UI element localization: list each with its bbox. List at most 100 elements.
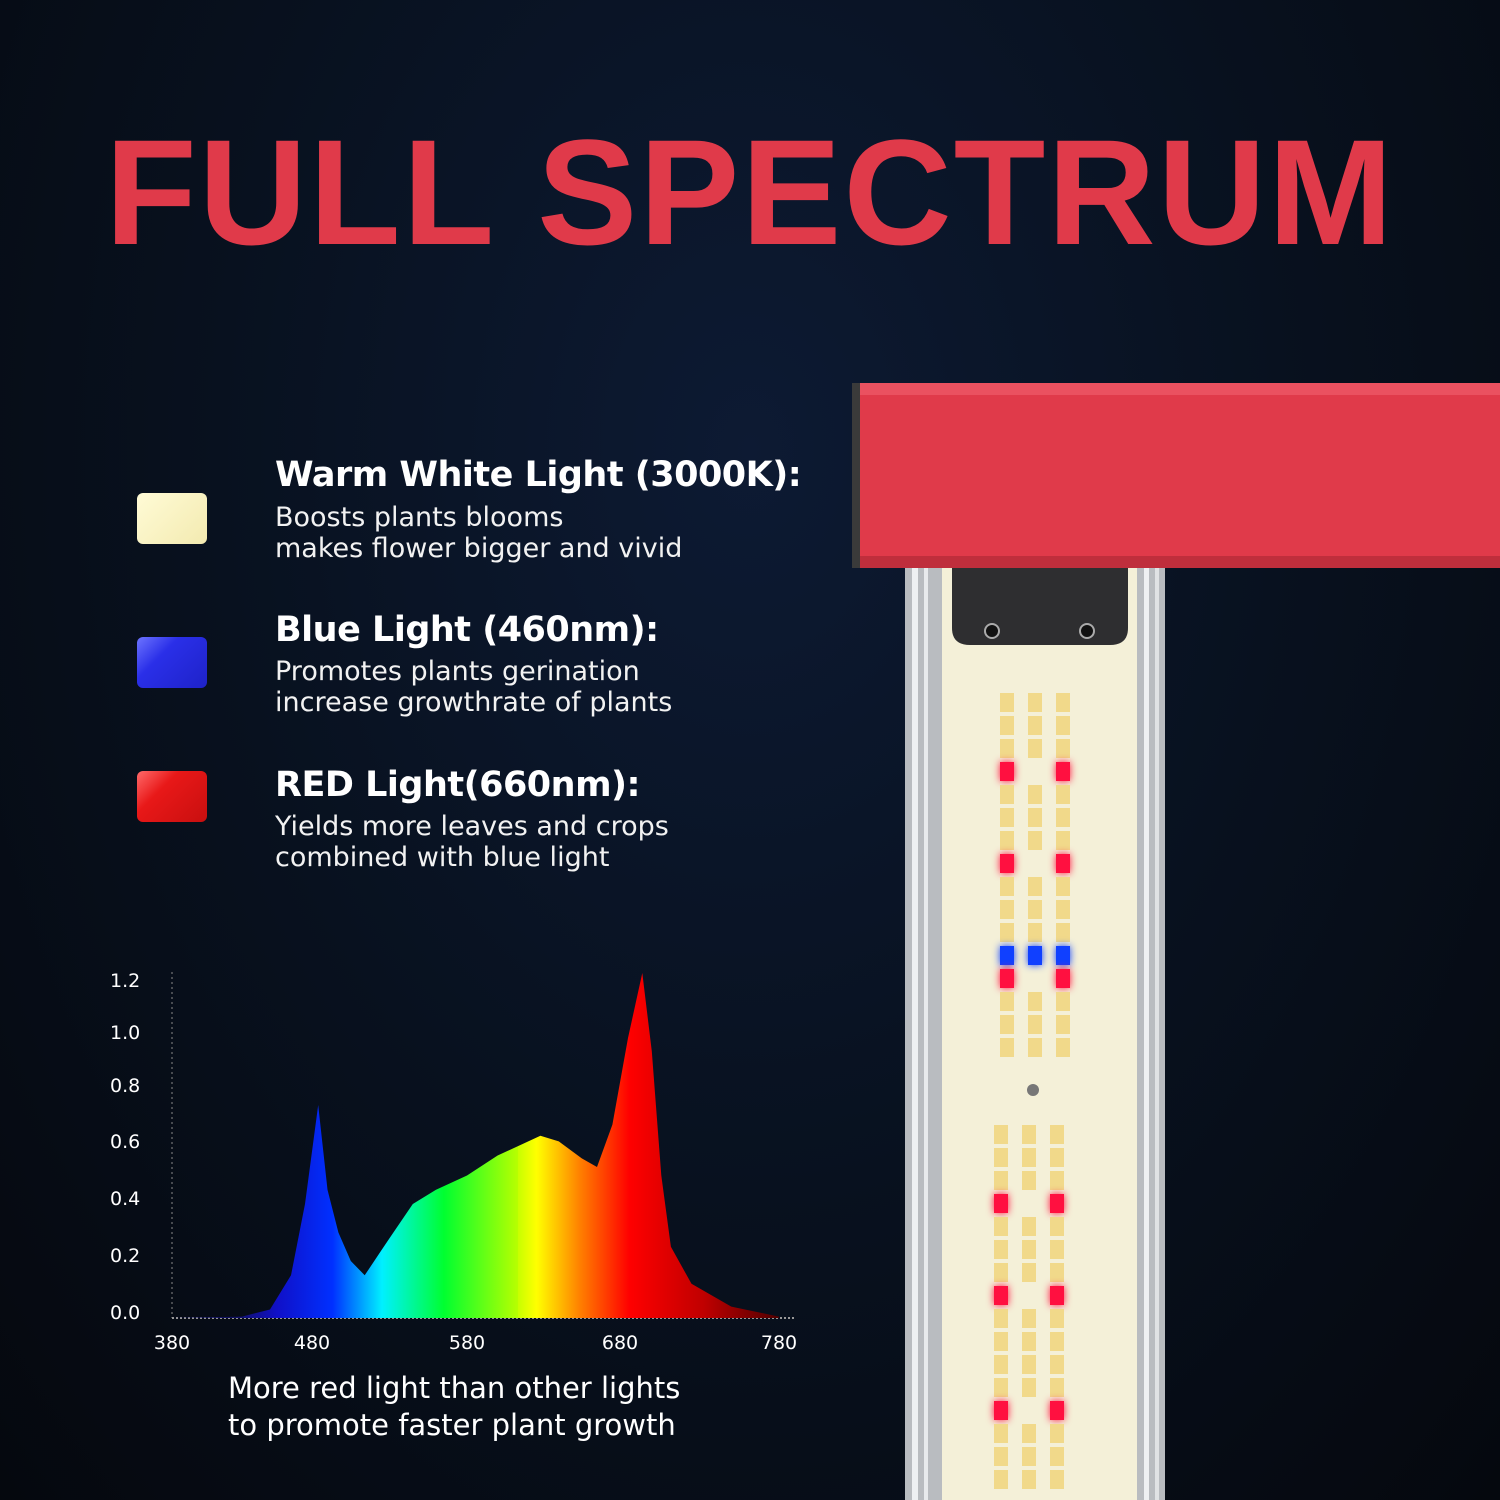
led-chip xyxy=(1056,716,1070,735)
led-chip xyxy=(994,1148,1008,1167)
led-chip xyxy=(1000,693,1014,712)
legend-desc: Promotes plants gerination xyxy=(275,656,640,687)
led-chip xyxy=(1050,1148,1064,1167)
led-chip xyxy=(1000,831,1014,850)
x-tick-label: 780 xyxy=(761,1332,797,1354)
led-chip xyxy=(994,1447,1008,1466)
led-chip xyxy=(1028,1038,1042,1057)
led-chip xyxy=(1050,1125,1064,1144)
led-chip xyxy=(994,1194,1008,1213)
warm-white-swatch xyxy=(137,493,207,544)
led-chip xyxy=(1056,1038,1070,1057)
led-chip xyxy=(1022,1217,1036,1236)
legend-desc: combined with blue light xyxy=(275,842,610,873)
spectrum-area xyxy=(172,973,779,1318)
led-chip xyxy=(1022,1355,1036,1374)
red-crossbar xyxy=(852,383,1500,568)
led-chip xyxy=(1028,900,1042,919)
led-chip xyxy=(1028,831,1042,850)
led-chip xyxy=(1028,739,1042,758)
led-chip xyxy=(1056,739,1070,758)
center-hole xyxy=(1027,1084,1039,1096)
led-chip xyxy=(994,1309,1008,1328)
red-swatch xyxy=(137,771,207,822)
led-fixture xyxy=(852,383,1500,1500)
page-title: FULL SPECTRUM xyxy=(105,108,1395,276)
led-chip xyxy=(1000,854,1014,873)
x-tick-label: 480 xyxy=(294,1332,330,1354)
led-chip xyxy=(1050,1401,1064,1420)
led-chip xyxy=(1022,1171,1036,1190)
led-chip xyxy=(1050,1217,1064,1236)
led-chip xyxy=(994,1125,1008,1144)
led-chip xyxy=(1050,1194,1064,1213)
led-chip xyxy=(1056,969,1070,988)
led-chip xyxy=(1056,808,1070,827)
led-chip xyxy=(1028,992,1042,1011)
led-chip xyxy=(994,1263,1008,1282)
led-chip xyxy=(1056,854,1070,873)
led-chip xyxy=(1000,946,1014,965)
led-chip xyxy=(994,1355,1008,1374)
led-chip xyxy=(1050,1470,1064,1489)
x-tick-label: 380 xyxy=(154,1332,190,1354)
led-chip xyxy=(1000,739,1014,758)
led-chip xyxy=(1022,1470,1036,1489)
led-chip xyxy=(1022,1332,1036,1351)
led-chip xyxy=(994,1171,1008,1190)
led-chip xyxy=(1000,785,1014,804)
led-chip xyxy=(1022,1309,1036,1328)
y-tick-label: 0.4 xyxy=(110,1188,140,1210)
legend-title: RED Light(660nm): xyxy=(275,765,641,805)
led-chip xyxy=(1022,1148,1036,1167)
led-chip xyxy=(994,1470,1008,1489)
legend-desc: Yields more leaves and crops xyxy=(275,811,669,842)
led-chip xyxy=(1000,992,1014,1011)
led-chip xyxy=(1056,693,1070,712)
led-chip xyxy=(1050,1171,1064,1190)
led-chip xyxy=(1056,1015,1070,1034)
led-chip xyxy=(1056,992,1070,1011)
led-chip xyxy=(1022,1125,1036,1144)
x-tick-label: 580 xyxy=(449,1332,485,1354)
led-chip xyxy=(1056,785,1070,804)
y-tick-label: 0.0 xyxy=(110,1302,140,1324)
led-chip xyxy=(1000,900,1014,919)
legend-title: Warm White Light (3000K): xyxy=(275,455,802,495)
mounting-bracket xyxy=(952,568,1128,645)
legend-title: Blue Light (460nm): xyxy=(275,610,659,650)
led-chip xyxy=(1056,762,1070,781)
blue-swatch xyxy=(137,637,207,688)
led-chip xyxy=(1028,877,1042,896)
led-chip xyxy=(1000,969,1014,988)
x-tick-label: 680 xyxy=(602,1332,638,1354)
led-chip xyxy=(1050,1355,1064,1374)
led-chip xyxy=(1050,1263,1064,1282)
y-tick-label: 0.6 xyxy=(110,1131,140,1153)
led-chip xyxy=(1050,1447,1064,1466)
led-chip xyxy=(1050,1240,1064,1259)
led-chip xyxy=(1000,716,1014,735)
led-chip xyxy=(1000,877,1014,896)
led-chip xyxy=(1028,693,1042,712)
led-chip xyxy=(994,1424,1008,1443)
chart-caption: More red light than other lights to prom… xyxy=(228,1370,680,1444)
led-chip xyxy=(1056,877,1070,896)
y-tick-label: 0.2 xyxy=(110,1245,140,1267)
led-chip xyxy=(1056,923,1070,942)
led-chip xyxy=(1050,1424,1064,1443)
led-chip xyxy=(1056,900,1070,919)
y-tick-label: 0.8 xyxy=(110,1075,140,1097)
led-chip xyxy=(1050,1286,1064,1305)
led-chip xyxy=(1028,785,1042,804)
led-chip xyxy=(1000,1038,1014,1057)
legend-desc: Boosts plants blooms xyxy=(275,502,564,533)
led-chip xyxy=(1050,1378,1064,1397)
led-chip xyxy=(994,1286,1008,1305)
led-chip xyxy=(1000,762,1014,781)
led-chip xyxy=(1028,1015,1042,1034)
led-chip xyxy=(1050,1309,1064,1328)
led-chip xyxy=(994,1240,1008,1259)
screw-icon xyxy=(1079,623,1095,639)
led-chip xyxy=(1028,716,1042,735)
